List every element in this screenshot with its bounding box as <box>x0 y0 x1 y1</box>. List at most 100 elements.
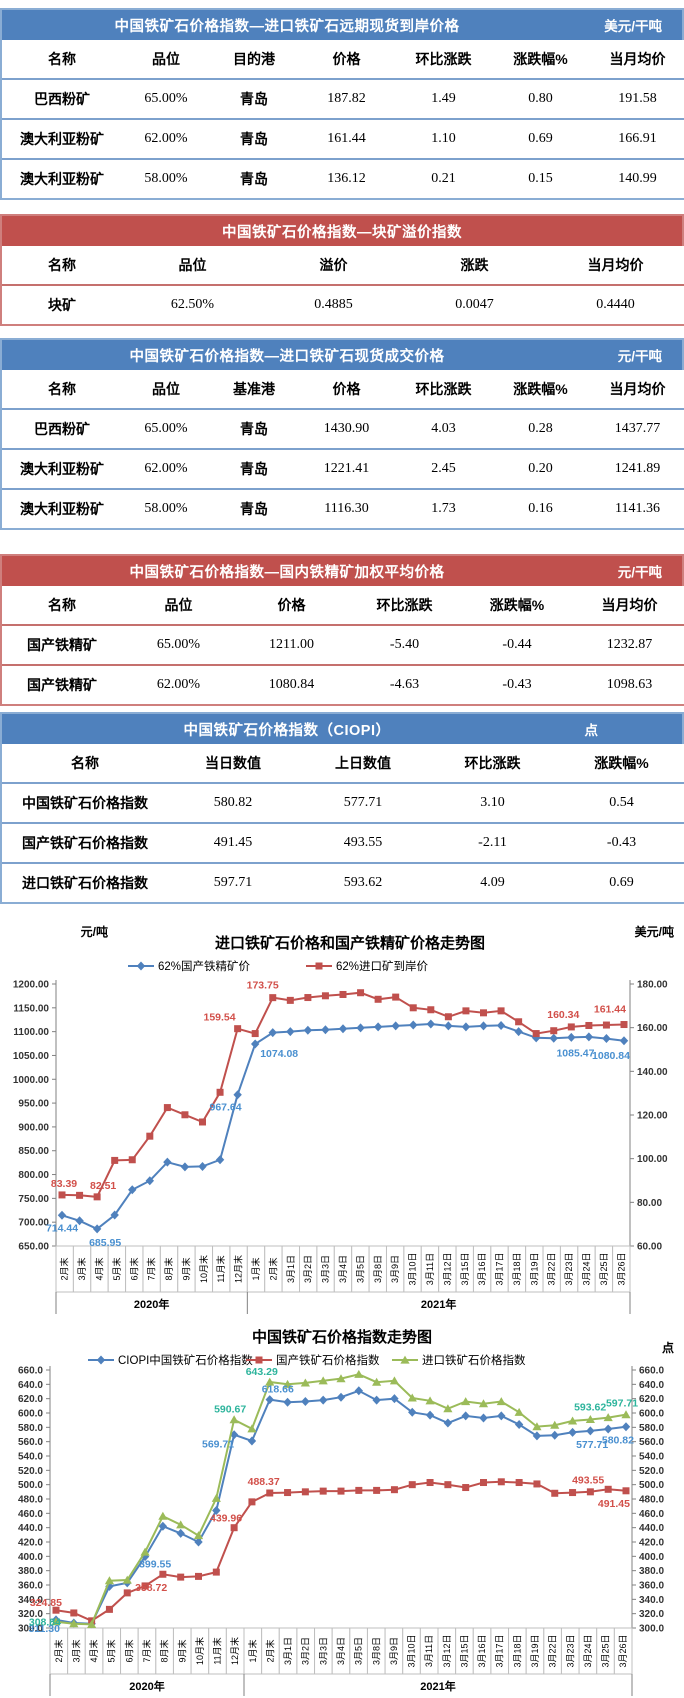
svg-text:160.00: 160.00 <box>637 1023 668 1034</box>
year-band: 2020年 2021年 <box>49 1674 633 1696</box>
series-0 <box>57 1019 629 1234</box>
col-header: 环比涨跌 <box>376 597 433 613</box>
cell: 青岛 <box>240 91 268 107</box>
cell: 青岛 <box>240 461 268 477</box>
cell: 2.45 <box>431 461 456 476</box>
svg-text:3月16日: 3月16日 <box>477 1634 487 1667</box>
cell: 577.71 <box>343 795 383 810</box>
svg-text:10月末: 10月末 <box>198 1255 209 1283</box>
cell: 593.62 <box>343 875 383 890</box>
cell: 58.00% <box>144 171 188 186</box>
svg-text:中国铁矿石价格指数走势图: 中国铁矿石价格指数走势图 <box>252 1328 432 1346</box>
header-row: 名称 品位 目的港 价格 环比涨跌 涨跌幅% 当月均价 <box>2 40 684 79</box>
svg-text:1200.00: 1200.00 <box>13 980 50 991</box>
svg-text:618.66: 618.66 <box>262 1384 294 1396</box>
svg-text:9月末: 9月末 <box>180 1257 191 1280</box>
row-name: 巴西粉矿 <box>34 421 90 437</box>
cell: 0.54 <box>609 795 634 810</box>
svg-text:491.45: 491.45 <box>598 1498 630 1510</box>
svg-text:580.0: 580.0 <box>639 1423 664 1434</box>
svg-text:3月25日: 3月25日 <box>599 1252 609 1285</box>
row-name: 澳大利亚粉矿 <box>20 131 104 147</box>
col-header: 当月均价 <box>609 381 666 397</box>
cell: 青岛 <box>240 501 268 517</box>
col-header: 涨跌幅% <box>513 51 568 67</box>
svg-text:488.37: 488.37 <box>248 1476 280 1488</box>
header-row: 名称 品位 溢价 涨跌 当月均价 <box>2 246 684 285</box>
svg-text:640.0: 640.0 <box>18 1380 43 1391</box>
svg-text:320.0: 320.0 <box>18 1609 43 1620</box>
svg-text:600.0: 600.0 <box>639 1409 664 1420</box>
table-row: 澳大利亚粉矿 58.00% 青岛 1116.30 1.73 0.16 1141.… <box>2 489 684 528</box>
header-row: 名称 品位 价格 环比涨跌 涨跌幅% 当月均价 <box>2 586 684 625</box>
table-row: 块矿 62.50% 0.4885 0.0047 0.4440 <box>2 285 684 324</box>
svg-text:950.00: 950.00 <box>18 1099 49 1110</box>
svg-text:11月末: 11月末 <box>212 1637 223 1664</box>
svg-text:569.71: 569.71 <box>202 1439 234 1451</box>
svg-text:685.95: 685.95 <box>89 1237 121 1249</box>
col-header: 当月均价 <box>601 597 658 613</box>
row-name: 国产铁精矿 <box>27 637 97 653</box>
chart-legend: CIOPI中国铁矿石价格指数 国产铁矿石价格指数 进口铁矿石价格指数 <box>88 1353 526 1367</box>
svg-text:800.00: 800.00 <box>18 1170 49 1181</box>
svg-text:380.0: 380.0 <box>18 1566 43 1577</box>
svg-text:540.0: 540.0 <box>639 1452 664 1463</box>
col-header: 品位 <box>178 257 207 273</box>
svg-text:420.0: 420.0 <box>639 1538 664 1549</box>
svg-text:3月18日: 3月18日 <box>512 1252 522 1285</box>
svg-text:9月末: 9月末 <box>176 1639 187 1662</box>
cell: 493.55 <box>343 835 383 850</box>
cell: 青岛 <box>240 171 268 187</box>
cell: 1116.30 <box>324 501 369 516</box>
svg-text:600.0: 600.0 <box>18 1409 43 1420</box>
col-header: 上日数值 <box>335 755 391 771</box>
cell: 1430.90 <box>323 421 370 436</box>
col-header: 品位 <box>152 381 180 397</box>
cell: 1437.77 <box>614 421 661 436</box>
cell: 140.99 <box>618 171 657 186</box>
svg-text:520.0: 520.0 <box>639 1466 664 1477</box>
cell: 0.20 <box>528 461 553 476</box>
svg-text:7月末: 7月末 <box>146 1257 157 1280</box>
svg-text:进口铁矿石价格指数: 进口铁矿石价格指数 <box>422 1353 526 1367</box>
svg-text:360.0: 360.0 <box>18 1581 43 1592</box>
table-row: 国产铁矿石价格指数 491.45 493.55 -2.11 -0.43 <box>2 823 684 863</box>
col-header: 环比涨跌 <box>415 51 472 67</box>
svg-text:1050.00: 1050.00 <box>13 1051 50 1062</box>
svg-text:3月10日: 3月10日 <box>408 1252 418 1285</box>
table-row: 国产铁精矿 62.00% 1080.84 -4.63 -0.43 1098.63 <box>2 665 684 704</box>
cell: 4.03 <box>431 421 456 436</box>
svg-text:3月8日: 3月8日 <box>371 1637 381 1665</box>
svg-text:311.30: 311.30 <box>28 1623 60 1635</box>
svg-text:967.64: 967.64 <box>210 1102 242 1114</box>
svg-text:国产铁矿石价格指数: 国产铁矿石价格指数 <box>276 1353 380 1367</box>
svg-text:597.71: 597.71 <box>606 1398 638 1410</box>
col-header: 名称 <box>48 257 76 273</box>
cell: 0.69 <box>609 875 634 890</box>
svg-text:3月8日: 3月8日 <box>373 1255 383 1283</box>
svg-text:439.96: 439.96 <box>210 1513 242 1525</box>
svg-text:3月10日: 3月10日 <box>407 1634 417 1667</box>
table-unit: 元/干吨 <box>617 349 662 364</box>
svg-text:2021年: 2021年 <box>420 1679 455 1693</box>
svg-text:2月末: 2月末 <box>267 1257 278 1280</box>
cell: 0.69 <box>528 131 553 146</box>
svg-text:358.72: 358.72 <box>135 1582 167 1594</box>
cell: 青岛 <box>240 421 268 437</box>
cell: -0.44 <box>502 637 532 652</box>
svg-text:3月17日: 3月17日 <box>495 1634 505 1667</box>
svg-text:1074.08: 1074.08 <box>260 1048 298 1060</box>
svg-text:2月末: 2月末 <box>264 1639 275 1662</box>
svg-text:3月24日: 3月24日 <box>583 1634 593 1667</box>
svg-text:12月末: 12月末 <box>233 1255 244 1283</box>
svg-text:440.0: 440.0 <box>639 1523 664 1534</box>
col-header: 目的港 <box>233 51 275 67</box>
svg-text:750.00: 750.00 <box>18 1194 49 1205</box>
table-title: 中国铁矿石价格指数（CIOPI） <box>183 722 391 739</box>
cell: 0.28 <box>528 421 553 436</box>
col-header: 涨跌幅% <box>594 755 649 771</box>
col-header: 品位 <box>152 51 180 67</box>
col-header: 价格 <box>332 381 361 397</box>
table-title-bar: 中国铁矿石价格指数—进口铁矿石现货成交价格 元/干吨 <box>2 340 682 370</box>
